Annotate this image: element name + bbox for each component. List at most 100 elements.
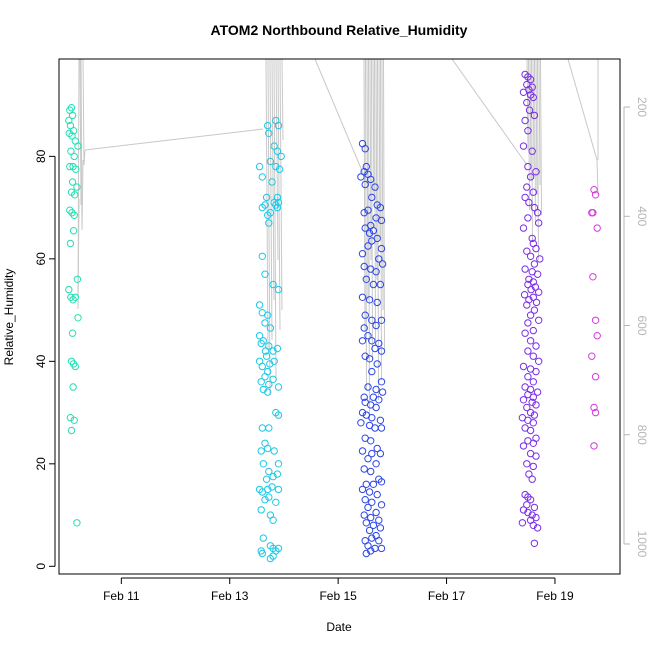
data-point: [274, 411, 283, 419]
trace-segment: [375, 59, 378, 281]
data-point: [255, 332, 264, 340]
data-point: [71, 293, 80, 301]
data-point: [521, 265, 529, 273]
data-point: [530, 539, 539, 547]
data-point: [258, 362, 266, 371]
data-point: [591, 316, 600, 324]
data-point: [357, 173, 365, 181]
data-point: [528, 398, 536, 406]
data-point: [68, 178, 77, 186]
data-point: [73, 519, 81, 527]
data-point: [66, 239, 75, 248]
data-point: [529, 378, 537, 386]
trace-segment: [80, 59, 83, 231]
data-point: [71, 191, 79, 199]
data-point: [528, 147, 536, 155]
trace-segment: [279, 59, 283, 311]
trace-segment: [535, 59, 538, 196]
data-point: [360, 168, 368, 176]
data-point: [255, 162, 264, 171]
data-point: [266, 157, 275, 166]
data-point: [536, 255, 544, 263]
data-point: [368, 449, 376, 458]
trace-segment: [275, 59, 279, 261]
data-point: [273, 203, 282, 212]
data-point: [529, 293, 537, 301]
data-point: [589, 209, 597, 217]
data-point: [528, 475, 536, 483]
data-point: [521, 116, 529, 125]
data-point: [593, 332, 601, 340]
data-point: [535, 288, 543, 296]
data-point: [368, 367, 376, 376]
data-point: [529, 188, 537, 196]
data-point: [591, 373, 600, 381]
data-point: [375, 516, 383, 524]
data-point: [368, 498, 376, 506]
data-point: [275, 165, 284, 173]
data-point: [70, 211, 78, 220]
data-point: [518, 519, 527, 527]
data-point: [530, 503, 539, 512]
trace-connector: [596, 159, 599, 196]
data-point: [533, 388, 542, 396]
data-point: [358, 337, 367, 345]
data-point: [362, 275, 370, 283]
data-point: [68, 132, 76, 140]
data-point: [376, 280, 385, 289]
data-point: [261, 347, 270, 355]
data-point: [361, 496, 369, 504]
data-point: [265, 129, 273, 138]
data-point: [524, 373, 532, 381]
x-tick-label: Feb 19: [536, 589, 574, 603]
data-point: [376, 449, 385, 458]
data-point: [533, 524, 542, 532]
data-point: [360, 511, 368, 519]
trace-segment: [281, 59, 284, 141]
data-point: [520, 291, 529, 299]
data-point: [73, 183, 81, 191]
data-point: [372, 385, 380, 394]
data-point: [74, 142, 82, 150]
data-point: [533, 270, 542, 278]
data-point: [369, 521, 378, 529]
data-point: [523, 247, 531, 255]
data-point: [361, 224, 369, 232]
data-point: [357, 419, 365, 427]
data-point: [65, 285, 73, 294]
data-point: [273, 470, 282, 478]
data-point: [68, 329, 77, 337]
data-point: [519, 396, 528, 404]
data-point: [277, 152, 285, 161]
data-point: [529, 326, 537, 335]
data-point: [66, 206, 74, 214]
data-point: [360, 465, 368, 473]
right-tick-label: 1000: [635, 531, 649, 558]
right-tick-label: 200: [635, 97, 649, 117]
data-point: [369, 480, 378, 488]
data-point: [377, 244, 386, 253]
data-point: [71, 362, 80, 371]
data-point: [264, 444, 272, 453]
trace-segment: [371, 59, 373, 361]
data-point: [368, 316, 376, 324]
trace-segment: [82, 59, 85, 166]
data-point: [358, 293, 367, 301]
y-tick-label: 0: [34, 563, 48, 570]
data-point: [529, 462, 537, 471]
data-point: [524, 127, 532, 135]
data-point: [590, 186, 598, 194]
data-point: [258, 203, 266, 212]
trace-segment: [378, 59, 381, 241]
data-point: [590, 403, 598, 412]
data-point: [532, 452, 540, 460]
data-point: [532, 342, 540, 350]
data-point: [523, 183, 531, 191]
data-point: [372, 268, 380, 276]
data-point: [261, 373, 269, 381]
trace-segment: [381, 59, 384, 311]
data-point: [365, 488, 374, 496]
data-point: [264, 388, 272, 396]
data-point: [265, 342, 273, 350]
